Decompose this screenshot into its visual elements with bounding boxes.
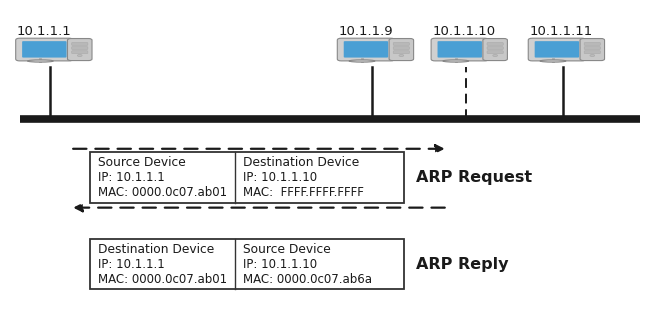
Bar [90, 152, 404, 203]
FancyBboxPatch shape [389, 39, 413, 60]
FancyBboxPatch shape [393, 47, 409, 49]
Text: MAC: 0000.0c07.ab6a: MAC: 0000.0c07.ab6a [243, 273, 372, 286]
Ellipse shape [540, 60, 566, 62]
Text: IP: 10.1.1.1: IP: 10.1.1.1 [98, 258, 165, 271]
Text: 10.1.1.9: 10.1.1.9 [338, 26, 393, 39]
FancyBboxPatch shape [344, 41, 388, 58]
FancyBboxPatch shape [72, 43, 88, 45]
FancyBboxPatch shape [487, 47, 503, 49]
FancyBboxPatch shape [393, 43, 409, 45]
Ellipse shape [493, 55, 498, 57]
Text: 10.1.1.1: 10.1.1.1 [17, 26, 72, 39]
Text: Source Device: Source Device [98, 156, 186, 169]
FancyBboxPatch shape [393, 51, 409, 54]
Ellipse shape [349, 60, 375, 62]
FancyBboxPatch shape [431, 38, 488, 61]
FancyBboxPatch shape [584, 47, 600, 49]
FancyBboxPatch shape [528, 38, 586, 61]
FancyBboxPatch shape [483, 39, 507, 60]
FancyBboxPatch shape [337, 38, 395, 61]
FancyBboxPatch shape [487, 51, 503, 54]
FancyBboxPatch shape [584, 43, 600, 45]
Text: ARP Reply: ARP Reply [416, 257, 509, 271]
Text: Destination Device: Destination Device [243, 156, 359, 169]
Text: Destination Device: Destination Device [98, 243, 215, 256]
Ellipse shape [78, 55, 82, 57]
Ellipse shape [443, 60, 469, 62]
Text: MAC: 0000.0c07.ab01: MAC: 0000.0c07.ab01 [98, 186, 228, 199]
FancyBboxPatch shape [22, 41, 66, 58]
FancyBboxPatch shape [72, 51, 88, 54]
Ellipse shape [399, 55, 404, 57]
FancyBboxPatch shape [535, 41, 579, 58]
Text: IP: 10.1.1.10: IP: 10.1.1.10 [243, 171, 317, 184]
FancyBboxPatch shape [68, 39, 92, 60]
Ellipse shape [590, 55, 595, 57]
Text: MAC:  FFFF.FFFF.FFFF: MAC: FFFF.FFFF.FFFF [243, 186, 364, 199]
Text: Source Device: Source Device [243, 243, 330, 256]
Text: 10.1.1.11: 10.1.1.11 [529, 26, 592, 39]
Bar [90, 239, 404, 289]
FancyBboxPatch shape [15, 38, 73, 61]
Ellipse shape [27, 60, 54, 62]
Text: IP: 10.1.1.10: IP: 10.1.1.10 [243, 258, 317, 271]
FancyBboxPatch shape [580, 39, 604, 60]
FancyBboxPatch shape [487, 43, 503, 45]
Text: ARP Request: ARP Request [416, 170, 532, 185]
FancyBboxPatch shape [72, 47, 88, 49]
Text: MAC: 0000.0c07.ab01: MAC: 0000.0c07.ab01 [98, 273, 228, 286]
FancyBboxPatch shape [438, 41, 482, 58]
Text: 10.1.1.10: 10.1.1.10 [432, 26, 495, 39]
FancyBboxPatch shape [584, 51, 600, 54]
Text: IP: 10.1.1.1: IP: 10.1.1.1 [98, 171, 165, 184]
